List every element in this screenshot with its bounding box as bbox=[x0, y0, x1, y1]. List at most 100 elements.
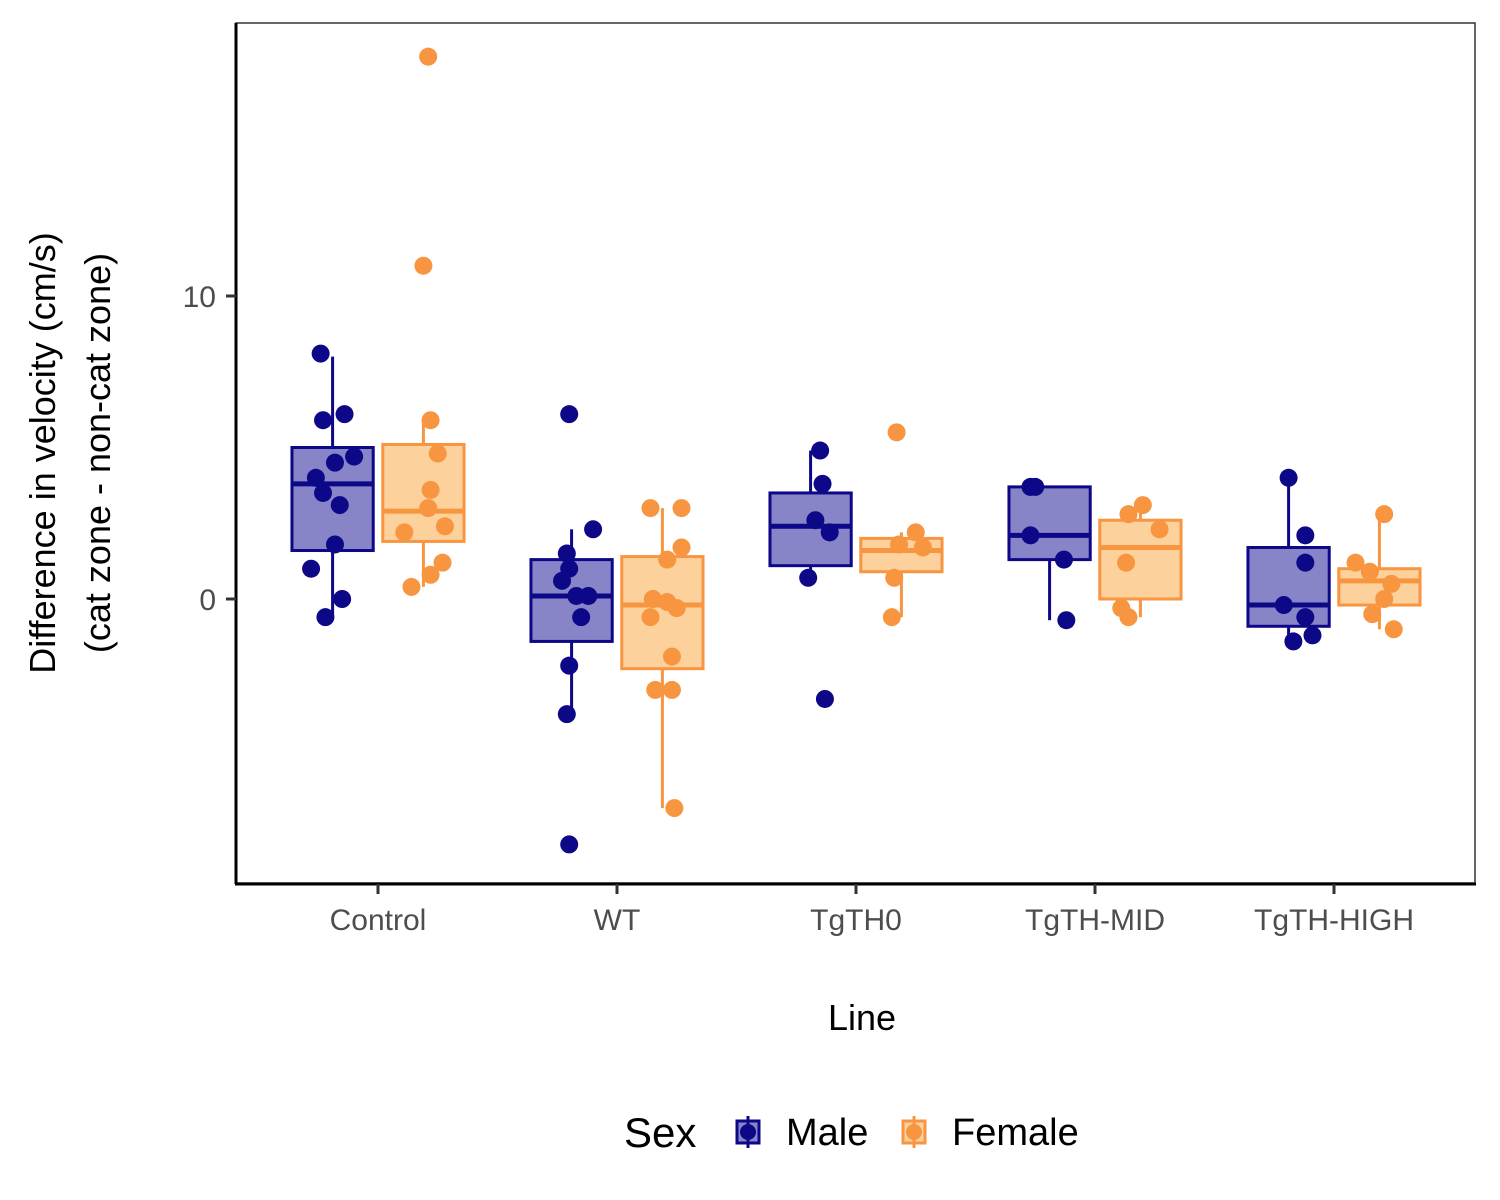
data-point-female bbox=[421, 480, 440, 499]
legend-label-male: Male bbox=[786, 1112, 868, 1154]
data-point-male bbox=[1026, 477, 1045, 496]
data-point-female bbox=[435, 517, 454, 536]
data-point-male bbox=[557, 705, 576, 724]
data-point-male bbox=[1021, 526, 1040, 545]
x-tick-label-control: Control bbox=[330, 904, 427, 937]
data-point-female bbox=[885, 568, 904, 587]
data-point-female bbox=[1363, 605, 1382, 624]
data-point-female bbox=[419, 499, 438, 518]
data-point-male bbox=[806, 511, 825, 530]
data-point-male bbox=[1284, 632, 1303, 651]
data-point-female bbox=[672, 538, 691, 557]
data-point-male bbox=[560, 835, 579, 854]
data-point-female bbox=[421, 411, 440, 430]
data-point-male bbox=[325, 453, 344, 472]
data-point-male bbox=[553, 571, 572, 590]
data-point-female bbox=[887, 423, 906, 442]
data-point-female bbox=[890, 535, 909, 554]
data-point-male bbox=[1303, 626, 1322, 645]
data-point-male bbox=[820, 523, 839, 542]
x-tick-label-wt: WT bbox=[594, 904, 641, 937]
data-point-male bbox=[557, 544, 576, 563]
data-point-female bbox=[1119, 608, 1138, 627]
data-point-female bbox=[662, 647, 681, 666]
data-point-female bbox=[641, 608, 660, 627]
data-point-male bbox=[345, 447, 364, 466]
data-point-male bbox=[330, 496, 349, 515]
y-tick-label: 10 bbox=[183, 281, 216, 314]
data-point-male bbox=[584, 520, 603, 539]
data-point-female bbox=[1375, 590, 1394, 608]
legend-title: Sex bbox=[624, 1109, 696, 1156]
data-point-male bbox=[813, 474, 832, 493]
data-point-male bbox=[335, 405, 354, 424]
legend-key-male bbox=[735, 1116, 761, 1148]
data-point-male bbox=[333, 590, 352, 608]
box-male bbox=[290, 446, 375, 553]
y-axis-ticks: 0 10 bbox=[183, 281, 236, 617]
data-point-female bbox=[1382, 574, 1401, 593]
data-point-female bbox=[643, 590, 662, 608]
box-male bbox=[1007, 485, 1092, 562]
data-point-male bbox=[1279, 468, 1298, 487]
x-axis-ticks: Control WT TgTH0 TgTH-MID TgTH-HIGH bbox=[330, 884, 1414, 937]
y-axis-title-line-2: (cat zone - non-cat zone) bbox=[77, 253, 118, 653]
data-point-female bbox=[1346, 553, 1365, 572]
data-point-male bbox=[314, 411, 333, 430]
x-axis-title: Line bbox=[828, 997, 896, 1038]
data-point-female bbox=[1360, 562, 1379, 581]
data-point-female bbox=[1150, 520, 1169, 539]
y-tick-label: 0 bbox=[199, 584, 216, 617]
data-point-female bbox=[658, 550, 677, 569]
data-point-female bbox=[428, 444, 447, 463]
data-point-male bbox=[316, 608, 335, 627]
data-point-male bbox=[302, 559, 321, 578]
data-point-male bbox=[1054, 550, 1073, 569]
data-point-female bbox=[421, 565, 440, 584]
data-point-male bbox=[811, 441, 830, 460]
box-female bbox=[620, 555, 705, 671]
data-point-female bbox=[641, 499, 660, 518]
data-point-male bbox=[560, 405, 579, 424]
data-point-female bbox=[414, 256, 433, 275]
data-point-female bbox=[906, 523, 925, 542]
data-point-male bbox=[799, 568, 818, 587]
data-point-female bbox=[672, 499, 691, 518]
data-point-female bbox=[1375, 505, 1394, 524]
data-point-female bbox=[882, 608, 901, 627]
data-point-male bbox=[314, 483, 333, 502]
data-point-male bbox=[1057, 611, 1076, 630]
data-point-male bbox=[560, 656, 579, 675]
data-point-female bbox=[1384, 620, 1403, 639]
data-point-female bbox=[402, 577, 421, 596]
legend: Sex Male Female bbox=[624, 1109, 1079, 1156]
data-point-male bbox=[306, 468, 325, 487]
y-axis-title-line-1: Difference in velocity (cm/s) bbox=[22, 232, 63, 673]
data-point-male bbox=[579, 586, 598, 605]
data-point-male bbox=[572, 608, 591, 627]
data-point-male bbox=[325, 535, 344, 554]
data-point-female bbox=[913, 538, 932, 557]
data-point-male bbox=[311, 344, 330, 363]
data-point-female bbox=[1133, 496, 1152, 515]
data-point-female bbox=[1117, 553, 1136, 572]
data-point-female bbox=[667, 599, 686, 618]
box-male bbox=[768, 491, 853, 568]
legend-label-female: Female bbox=[952, 1112, 1079, 1154]
data-point-female bbox=[1119, 505, 1138, 524]
data-point-female bbox=[395, 523, 414, 542]
x-tick-label-tgth-mid: TgTH-MID bbox=[1025, 904, 1165, 937]
data-point-male bbox=[1296, 553, 1315, 572]
x-tick-label-tgth0: TgTH0 bbox=[810, 904, 902, 937]
x-tick-label-tgth-high: TgTH-HIGH bbox=[1254, 904, 1414, 937]
box-male bbox=[1246, 545, 1331, 628]
data-point-female bbox=[662, 680, 681, 699]
data-point-female bbox=[419, 47, 438, 66]
data-point-male bbox=[1274, 596, 1293, 615]
chart-marks bbox=[290, 47, 1422, 854]
data-point-male bbox=[1296, 526, 1315, 545]
data-point-male bbox=[1296, 608, 1315, 627]
data-point-male bbox=[815, 689, 834, 708]
data-point-female bbox=[646, 680, 665, 699]
